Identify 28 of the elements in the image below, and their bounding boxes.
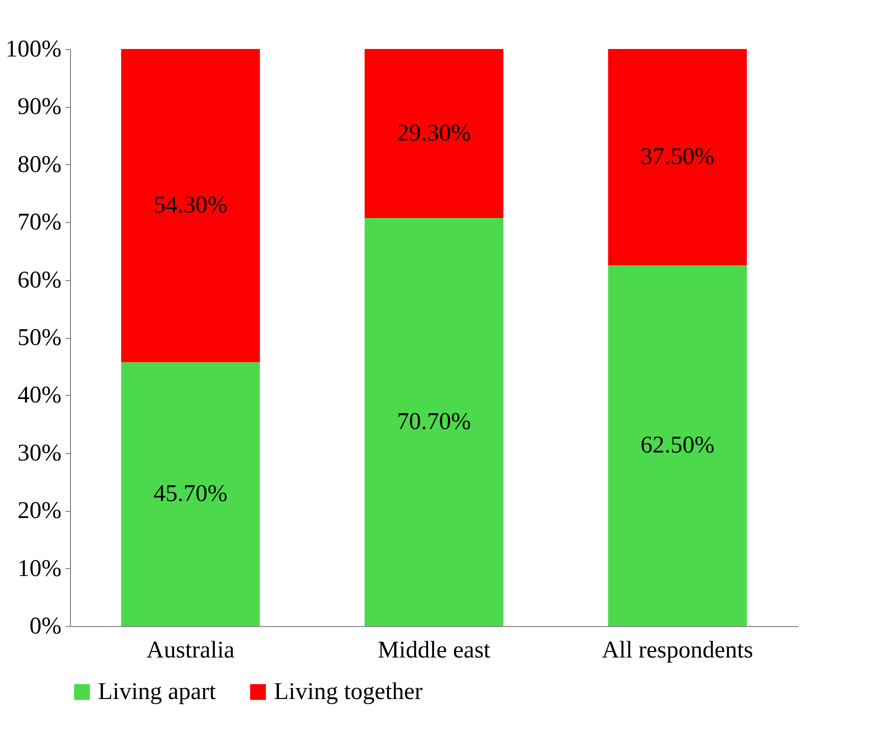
x-tick-label: All respondents xyxy=(602,638,754,664)
y-tick-label: 80% xyxy=(18,152,62,178)
y-tick-label: 10% xyxy=(18,556,62,582)
data-label: 62.50% xyxy=(640,432,714,459)
x-tick-label: Middle east xyxy=(378,638,491,664)
legend-label: Living together xyxy=(274,679,423,705)
y-tick-label: 30% xyxy=(18,440,62,466)
bar xyxy=(608,265,747,626)
bar xyxy=(608,49,747,266)
y-tick-label: 40% xyxy=(18,382,62,409)
legend-label: Living apart xyxy=(98,679,216,705)
y-tick-label: 0% xyxy=(30,614,62,640)
data-label: 45.70% xyxy=(154,481,228,508)
x-tick-label: Australia xyxy=(146,638,235,664)
y-tick-label: 20% xyxy=(18,498,62,524)
y-tick-label: 70% xyxy=(18,210,62,236)
y-tick-label: 50% xyxy=(18,325,62,351)
y-tick-label: 100% xyxy=(6,36,62,62)
bar xyxy=(121,49,260,362)
bar xyxy=(364,218,504,626)
bar xyxy=(364,49,504,218)
data-label: 70.70% xyxy=(397,409,471,436)
y-tick-label: 60% xyxy=(18,267,62,294)
data-label: 37.50% xyxy=(640,144,714,170)
data-label: 29.30% xyxy=(397,120,471,147)
y-tick-label: 90% xyxy=(18,94,62,120)
data-label: 54.30% xyxy=(154,192,228,219)
bar xyxy=(121,362,260,626)
